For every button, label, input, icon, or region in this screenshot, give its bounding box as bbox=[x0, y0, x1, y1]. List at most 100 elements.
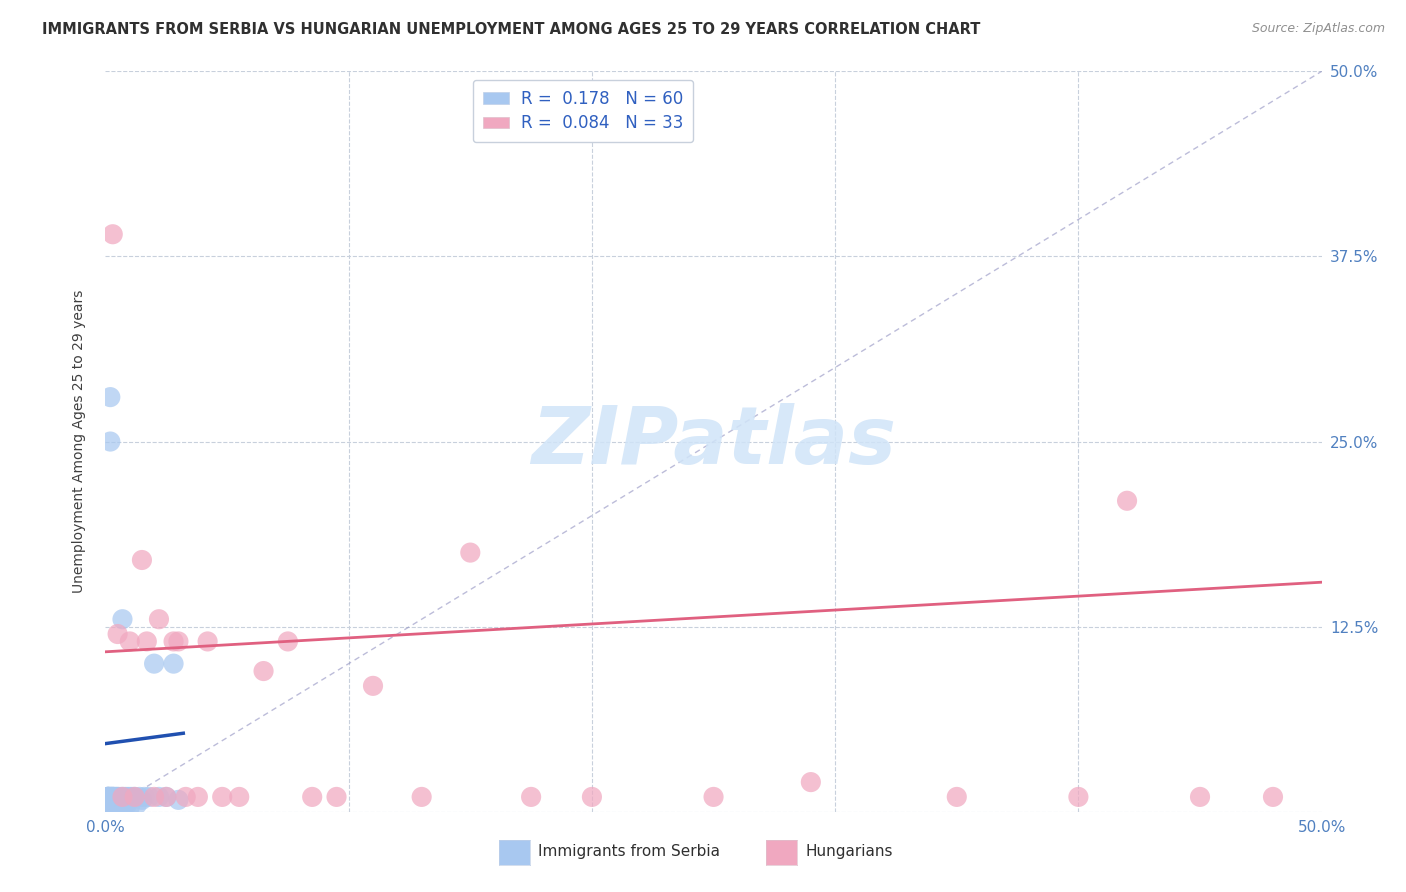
Point bbox=[125, 797, 148, 812]
Y-axis label: Unemployment Among Ages 25 to 29 years: Unemployment Among Ages 25 to 29 years bbox=[72, 290, 86, 593]
Point bbox=[361, 679, 384, 693]
Point bbox=[118, 800, 141, 814]
Point bbox=[107, 789, 129, 804]
Legend: R =  0.178   N = 60, R =  0.084   N = 33: R = 0.178 N = 60, R = 0.084 N = 33 bbox=[472, 79, 693, 143]
Point bbox=[131, 793, 153, 807]
Point bbox=[131, 553, 153, 567]
Point bbox=[97, 789, 120, 804]
Point bbox=[114, 793, 136, 807]
Point bbox=[155, 789, 177, 804]
Point bbox=[187, 789, 209, 804]
Point bbox=[104, 789, 127, 804]
Point bbox=[134, 789, 156, 804]
Point bbox=[143, 657, 166, 671]
Point bbox=[117, 797, 139, 812]
Point bbox=[101, 789, 124, 804]
Point bbox=[114, 789, 136, 804]
Point bbox=[101, 797, 124, 812]
Point bbox=[111, 789, 134, 804]
Point bbox=[520, 789, 543, 804]
Point bbox=[97, 789, 120, 804]
Point bbox=[101, 789, 124, 804]
Point bbox=[101, 789, 124, 804]
Point bbox=[107, 789, 129, 804]
Point bbox=[98, 800, 121, 814]
Point bbox=[702, 789, 725, 804]
Point bbox=[167, 634, 190, 648]
Point bbox=[135, 634, 157, 648]
Point bbox=[98, 789, 121, 804]
Point bbox=[167, 793, 190, 807]
Point bbox=[97, 789, 120, 804]
Point bbox=[107, 796, 129, 810]
Point bbox=[98, 794, 121, 808]
Point bbox=[252, 664, 274, 678]
Point bbox=[117, 789, 139, 804]
Point bbox=[97, 797, 120, 812]
Point bbox=[108, 793, 131, 807]
Point bbox=[98, 789, 121, 804]
Point bbox=[107, 800, 129, 814]
Point bbox=[101, 789, 124, 804]
Point bbox=[111, 789, 134, 804]
Point bbox=[98, 789, 121, 804]
Point bbox=[97, 789, 120, 804]
Point bbox=[162, 657, 184, 671]
Point bbox=[1116, 493, 1139, 508]
Point bbox=[97, 789, 120, 804]
Point bbox=[97, 796, 120, 810]
Point bbox=[118, 789, 141, 804]
Point bbox=[97, 793, 120, 807]
Point bbox=[301, 789, 323, 804]
Point bbox=[800, 775, 823, 789]
Point bbox=[108, 789, 131, 804]
Point bbox=[1067, 789, 1090, 804]
Point bbox=[128, 789, 150, 804]
Point bbox=[228, 789, 250, 804]
Point bbox=[148, 789, 170, 804]
Text: ZIPatlas: ZIPatlas bbox=[531, 402, 896, 481]
Point bbox=[197, 634, 219, 648]
Point bbox=[98, 434, 121, 449]
Point bbox=[155, 789, 177, 804]
Point bbox=[148, 612, 170, 626]
Text: Hungarians: Hungarians bbox=[806, 845, 893, 859]
Text: IMMIGRANTS FROM SERBIA VS HUNGARIAN UNEMPLOYMENT AMONG AGES 25 TO 29 YEARS CORRE: IMMIGRANTS FROM SERBIA VS HUNGARIAN UNEM… bbox=[42, 22, 980, 37]
Point bbox=[104, 800, 127, 814]
Point bbox=[98, 797, 121, 812]
Point bbox=[104, 793, 127, 807]
Point bbox=[104, 789, 127, 804]
Point bbox=[108, 800, 131, 814]
Point bbox=[124, 789, 146, 804]
Point bbox=[98, 390, 121, 404]
Point bbox=[143, 789, 166, 804]
Point bbox=[945, 789, 967, 804]
Point bbox=[138, 789, 160, 804]
Point bbox=[211, 789, 233, 804]
Point bbox=[104, 797, 127, 812]
Point bbox=[114, 797, 136, 812]
Point bbox=[101, 793, 124, 807]
Text: Immigrants from Serbia: Immigrants from Serbia bbox=[538, 845, 720, 859]
Point bbox=[97, 789, 120, 804]
Point bbox=[277, 634, 299, 648]
Point bbox=[98, 789, 121, 804]
Point bbox=[411, 789, 433, 804]
Point bbox=[101, 227, 124, 242]
Point bbox=[111, 612, 134, 626]
Point bbox=[1261, 789, 1284, 804]
Point bbox=[118, 793, 141, 807]
Point bbox=[325, 789, 347, 804]
Point bbox=[107, 627, 129, 641]
Point bbox=[1189, 789, 1212, 804]
Point bbox=[97, 800, 120, 814]
Point bbox=[581, 789, 603, 804]
Point bbox=[101, 800, 124, 814]
Point bbox=[174, 789, 197, 804]
Text: Source: ZipAtlas.com: Source: ZipAtlas.com bbox=[1251, 22, 1385, 36]
Point bbox=[162, 634, 184, 648]
Point bbox=[118, 634, 141, 648]
Point bbox=[121, 789, 143, 804]
Point bbox=[458, 546, 481, 560]
Point bbox=[124, 789, 146, 804]
